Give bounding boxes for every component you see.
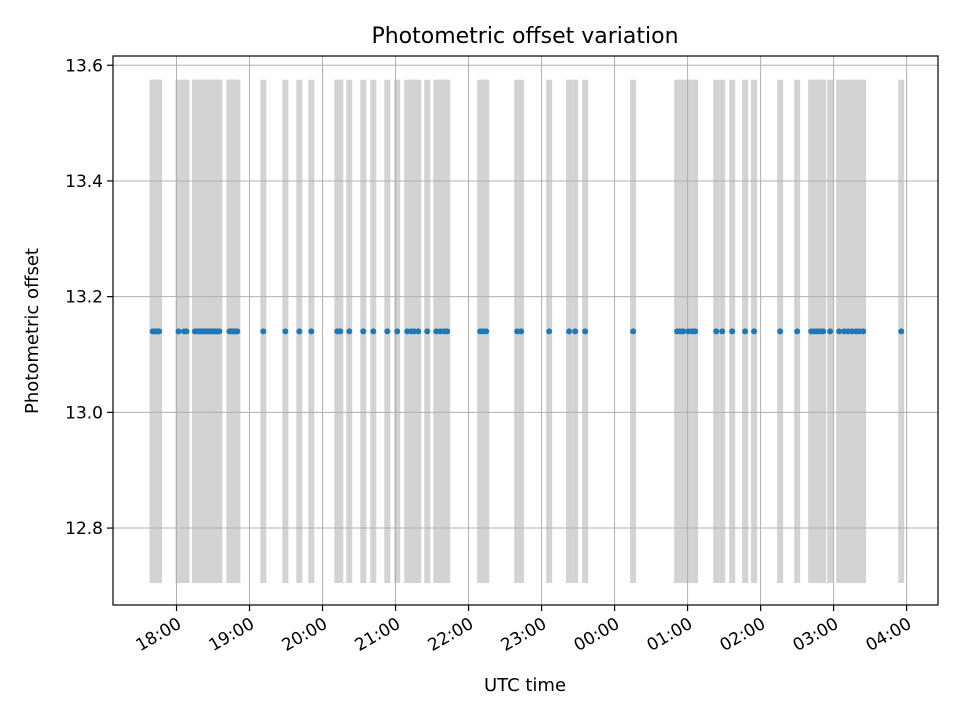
data-point-54 [630, 328, 637, 335]
points-layer [149, 328, 905, 335]
chart-title: Photometric offset variation [371, 24, 678, 49]
y-tick-label-1: 13.0 [65, 403, 103, 423]
data-point-3 [156, 328, 163, 335]
data-point-80 [860, 328, 867, 335]
data-point-72 [820, 328, 827, 335]
data-point-40 [424, 328, 431, 335]
data-point-65 [751, 328, 758, 335]
data-point-62 [719, 328, 726, 335]
data-point-51 [566, 328, 573, 335]
x-axis-label: UTC time [484, 675, 566, 696]
data-point-19 [216, 328, 223, 335]
data-point-26 [282, 328, 289, 335]
data-point-81 [898, 328, 905, 335]
data-point-25 [260, 328, 267, 335]
data-point-39 [415, 328, 422, 335]
data-point-27 [296, 328, 303, 335]
data-point-4 [175, 328, 182, 335]
data-point-57 [680, 328, 687, 335]
y-axis-label: Photometric offset [22, 248, 43, 414]
data-point-30 [337, 328, 344, 335]
data-point-31 [346, 328, 353, 335]
y-axis-ticks: 12.8 13.0 13.2 13.4 13.6 [65, 56, 113, 539]
data-point-53 [582, 328, 589, 335]
data-point-52 [572, 328, 579, 335]
y-tick-label-4: 13.6 [65, 56, 103, 76]
data-point-35 [394, 328, 401, 335]
data-point-66 [777, 328, 784, 335]
plot-frame [112, 55, 939, 606]
data-point-44 [444, 328, 451, 335]
data-point-24 [234, 328, 241, 335]
data-point-61 [713, 328, 720, 335]
data-point-49 [518, 328, 525, 335]
data-point-47 [483, 328, 490, 335]
data-point-32 [360, 328, 367, 335]
data-point-33 [370, 328, 377, 335]
y-tick-label-3: 13.4 [65, 172, 103, 192]
y-tick-label-0: 12.8 [65, 519, 103, 539]
data-point-60 [692, 328, 699, 335]
data-point-50 [546, 328, 553, 335]
data-point-28 [308, 328, 315, 335]
data-point-34 [384, 328, 391, 335]
data-point-63 [729, 328, 736, 335]
y-tick-label-2: 13.2 [65, 288, 103, 308]
data-point-73 [827, 328, 834, 335]
data-point-6 [183, 328, 190, 335]
data-point-64 [742, 328, 749, 335]
data-point-67 [794, 328, 801, 335]
data-point-74 [836, 328, 843, 335]
